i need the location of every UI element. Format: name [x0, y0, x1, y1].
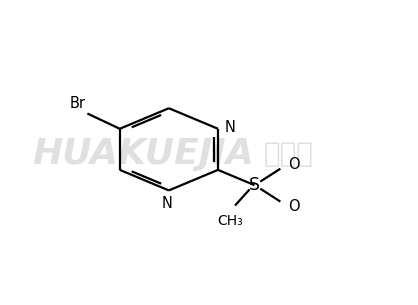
Text: O: O [288, 156, 299, 171]
Text: CH₃: CH₃ [217, 214, 243, 228]
Text: ®: ® [211, 145, 221, 156]
Text: O: O [288, 199, 299, 214]
Text: N: N [162, 196, 173, 210]
Text: N: N [225, 120, 236, 135]
Text: HUAKUEJIA: HUAKUEJIA [32, 137, 254, 171]
Text: Br: Br [70, 96, 86, 111]
Text: S: S [249, 176, 260, 194]
Text: 化学加: 化学加 [264, 140, 314, 168]
